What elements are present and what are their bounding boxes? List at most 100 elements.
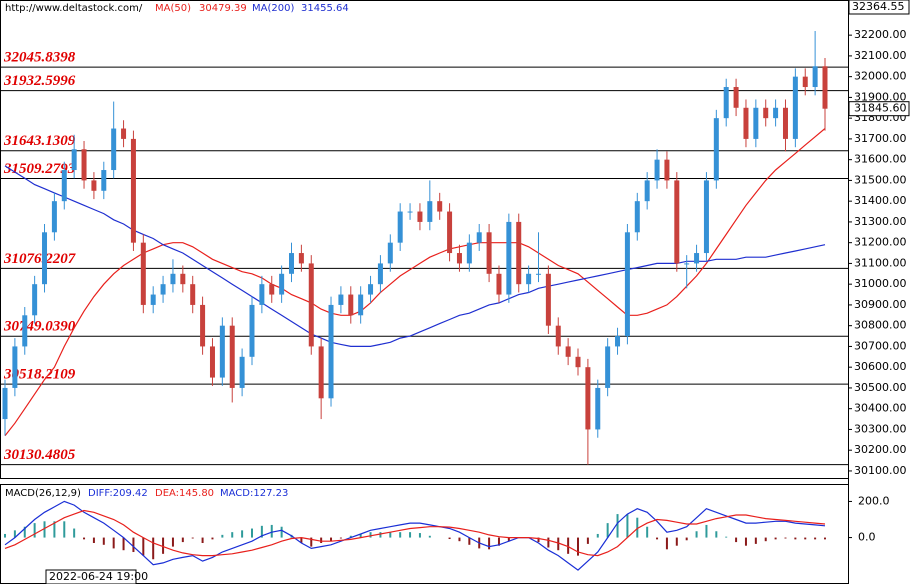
candle-body	[209, 346, 215, 378]
candle-body	[328, 304, 334, 399]
candle-body	[713, 118, 719, 181]
candle-body	[32, 284, 38, 316]
candle-body	[338, 294, 344, 305]
y-tick-label: 31600.00	[854, 153, 907, 166]
level-label: 32045.8398	[3, 50, 76, 66]
level-label: 30749.0390	[3, 319, 76, 335]
source-url: http://www.deltastock.com/	[5, 3, 143, 14]
macd-line	[4, 500, 826, 571]
candle-body	[377, 263, 383, 285]
level-label: 30130.4805	[3, 447, 76, 463]
candle-body	[289, 253, 295, 274]
y-tick-label: 31700.00	[854, 132, 907, 145]
time-label: 2022-06-24 19:00	[49, 570, 148, 583]
candle-body	[812, 66, 818, 88]
axis-max-box	[848, 0, 910, 15]
candle-body	[81, 149, 87, 181]
candle-body	[308, 263, 314, 347]
candle-body	[674, 180, 680, 264]
macd-legend: MACD:127.23	[220, 488, 288, 499]
candle-body	[822, 66, 828, 109]
y-tick-label: 31100.00	[854, 256, 907, 269]
ma200-legend: MA(200)	[252, 3, 294, 14]
axis-max-label: 32364.55	[852, 0, 905, 13]
candle-body	[368, 284, 374, 295]
candle-body	[269, 284, 275, 295]
candle-body	[318, 346, 324, 399]
candle-body	[200, 304, 206, 347]
candle-body	[427, 201, 433, 222]
candle-body	[723, 87, 729, 119]
macd-title: MACD(26,12,9)	[5, 488, 81, 499]
candle-body	[249, 304, 255, 357]
y-tick-label: 31900.00	[854, 90, 907, 103]
candle-body	[407, 211, 413, 213]
candle-body	[555, 325, 561, 347]
candle-body	[12, 346, 18, 388]
candle-body	[298, 253, 304, 264]
candle-body	[61, 170, 67, 202]
candle-body	[160, 284, 166, 295]
candle-body	[743, 107, 749, 139]
candle-body	[437, 201, 443, 212]
candle-body	[348, 294, 354, 316]
candle-body	[219, 325, 225, 378]
candle-body	[753, 107, 759, 139]
level-label: 31509.2793	[3, 161, 76, 177]
y-tick-label: 30500.00	[854, 381, 907, 394]
y-tick-label: 30700.00	[854, 339, 907, 352]
y-tick-label: 0.0	[858, 531, 876, 544]
diff-legend: DIFF:209.42	[88, 488, 148, 499]
candle-body	[42, 232, 48, 285]
current-price-label: 31845.60	[854, 102, 907, 115]
candle-body	[22, 315, 28, 347]
y-tick-label: 200.0	[858, 494, 890, 507]
candle-body	[763, 107, 769, 119]
y-tick-label: 31500.00	[854, 173, 907, 186]
candle-body	[624, 232, 630, 337]
y-tick-label: 32000.00	[854, 70, 907, 83]
candle-body	[535, 273, 541, 275]
candle-body	[486, 232, 492, 274]
candle-body	[605, 346, 611, 388]
y-tick-label: 30600.00	[854, 360, 907, 373]
level-label: 31643.1309	[3, 133, 76, 149]
candle-body	[615, 336, 621, 347]
y-tick-label: 31000.00	[854, 277, 907, 290]
candle-body	[447, 211, 453, 254]
candle-body	[654, 159, 660, 181]
candle-body	[121, 128, 127, 139]
candle-body	[130, 138, 136, 243]
candle-body	[575, 356, 581, 368]
candle-body	[664, 159, 670, 181]
candle-body	[456, 253, 462, 264]
y-tick-label: 32100.00	[854, 49, 907, 62]
candle-body	[526, 273, 532, 285]
candle-body	[644, 180, 650, 202]
candle-body	[397, 211, 403, 243]
y-tick-label: 31400.00	[854, 194, 907, 207]
ma50-value: 30479.39	[199, 3, 247, 14]
candle-body	[545, 273, 551, 326]
candle-body	[111, 128, 117, 171]
candle-body	[190, 284, 196, 305]
candle-body	[101, 170, 107, 191]
level-label: 31076.2207	[3, 251, 76, 267]
candle-body	[506, 221, 512, 295]
candle-body	[358, 294, 364, 316]
candle-body	[2, 387, 8, 420]
candle-body	[417, 211, 423, 222]
level-label: 31932.5996	[3, 73, 76, 89]
candle-body	[466, 242, 472, 264]
ma-line	[4, 165, 826, 347]
candle-body	[585, 367, 591, 430]
candle-body	[595, 387, 601, 430]
candle-body	[634, 201, 640, 233]
candle-body	[773, 107, 779, 119]
candle-body	[170, 273, 176, 285]
candle-body	[239, 356, 245, 388]
current-price-box	[848, 101, 910, 117]
y-tick-label: 30400.00	[854, 402, 907, 415]
